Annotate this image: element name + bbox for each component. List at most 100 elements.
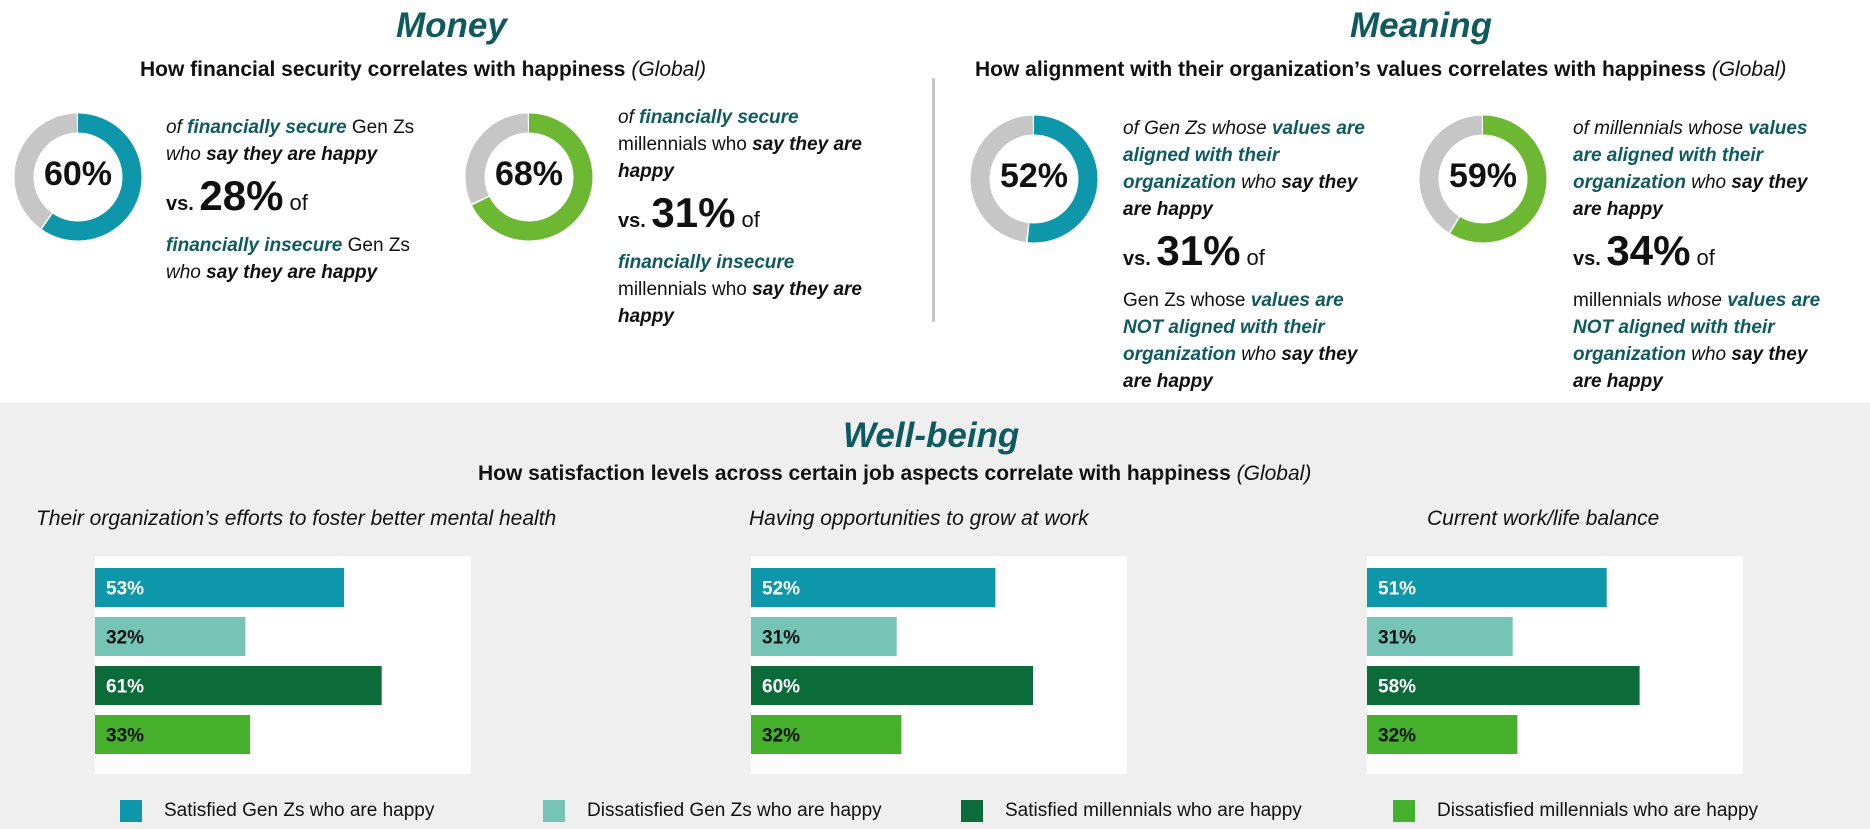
text-span: values are xyxy=(1250,290,1344,311)
money-mill-donut xyxy=(465,113,593,241)
bar-value-label: 61% xyxy=(106,677,144,698)
meaning-mill-vs: vs. 34% of xyxy=(1573,229,1863,281)
money-genz-donut-label: 60% xyxy=(43,155,113,193)
bar-value-label: 32% xyxy=(1378,726,1416,747)
chart-title-work-life: Current work/life balance xyxy=(1427,507,1660,530)
text-span: of xyxy=(166,117,188,138)
vs-of: of xyxy=(1240,245,1265,270)
bar-value-label: 31% xyxy=(1378,628,1416,649)
text-span: who xyxy=(1685,172,1732,193)
donut-slice-rest xyxy=(1419,115,1547,243)
text-span: Gen Zs xyxy=(346,117,415,138)
text-span: NOT aligned with their xyxy=(1573,317,1775,338)
vs-pct: 31% xyxy=(1156,227,1241,274)
meaning-genz-donut xyxy=(970,115,1098,243)
text-span: happy xyxy=(618,306,674,327)
bar xyxy=(95,666,382,705)
text-span: say they are happy xyxy=(206,144,378,165)
text-span: whose xyxy=(1666,290,1728,311)
legend-label: Dissatisfied millennials who are happy xyxy=(1437,800,1759,821)
meaning-genz-donut-label: 52% xyxy=(999,157,1069,195)
vs-of: of xyxy=(735,207,760,232)
text-span: millennials who xyxy=(618,279,753,300)
meaning-genz-text: of Gen Zs whose values are aligned with … xyxy=(1123,115,1393,395)
vs-label: vs. xyxy=(1123,248,1157,270)
chart-title-grow: Having opportunities to grow at work xyxy=(749,507,1089,530)
text-span: NOT aligned with their xyxy=(1123,317,1325,338)
wellbeing-title: Well-being xyxy=(843,416,1020,455)
vs-label: vs. xyxy=(166,193,200,215)
text-span: financially insecure xyxy=(618,252,795,273)
meaning-subtitle-text: How alignment with their organization’s … xyxy=(975,58,1706,81)
meaning-mill-donut-label: 59% xyxy=(1448,157,1518,195)
bar xyxy=(1367,568,1607,607)
text-span: say they xyxy=(1731,344,1808,365)
vs-pct: 31% xyxy=(651,189,736,236)
vs-pct: 34% xyxy=(1606,227,1691,274)
text-span: say they are xyxy=(752,134,862,155)
text-span: are happy xyxy=(1573,371,1663,392)
vs-of: of xyxy=(283,190,308,215)
money-subtitle-text: How financial security correlates with h… xyxy=(140,58,626,81)
bar xyxy=(95,568,345,607)
text-span: values are xyxy=(1727,290,1821,311)
wellbeing-subtitle-text: How satisfaction levels across certain j… xyxy=(478,462,1231,485)
legend-item: Satisfied Gen Zs who are happy xyxy=(120,800,434,822)
wellbeing-subtitle-suffix: (Global) xyxy=(1236,462,1312,485)
bar-value-label: 58% xyxy=(1378,677,1416,698)
text-span: values are xyxy=(1271,118,1365,139)
text-span: who xyxy=(1235,344,1282,365)
money-mill-donut-label: 68% xyxy=(494,155,564,193)
text-span: who xyxy=(1235,172,1282,193)
text-span: who xyxy=(166,144,207,165)
text-span: financially secure xyxy=(639,107,799,128)
bar xyxy=(1367,617,1513,656)
text-span: are happy xyxy=(1573,199,1663,220)
meaning-genz-vs: vs. 31% of xyxy=(1123,229,1393,281)
meaning-subtitle-suffix: (Global) xyxy=(1711,58,1787,81)
text-span: financially secure xyxy=(187,117,347,138)
bar-value-label: 32% xyxy=(106,628,144,649)
text-span: say they xyxy=(1731,172,1808,193)
bar xyxy=(751,568,996,607)
bar-value-label: 33% xyxy=(106,726,144,747)
vs-label: vs. xyxy=(618,210,652,232)
text-span: who xyxy=(1685,344,1732,365)
text-span: organization xyxy=(1573,172,1686,193)
donut-slice-rest xyxy=(970,115,1098,243)
legend-item: Dissatisfied Gen Zs who are happy xyxy=(543,800,882,822)
bar xyxy=(1367,715,1518,754)
legend-label: Satisfied millennials who are happy xyxy=(1005,800,1302,821)
donut-slice-happy xyxy=(970,115,1098,243)
bar-value-label: 32% xyxy=(762,726,800,747)
money-title: Money xyxy=(396,6,507,45)
meaning-mill-text: of millennials whose values are aligned … xyxy=(1573,115,1863,395)
donut-slice-rest xyxy=(14,113,142,241)
legend-label: Satisfied Gen Zs who are happy xyxy=(164,800,435,821)
bar-value-label: 53% xyxy=(106,579,144,600)
text-span: are happy xyxy=(1123,199,1213,220)
bar xyxy=(751,617,897,656)
text-span: financially insecure xyxy=(166,235,343,256)
bar-value-label: 52% xyxy=(762,579,800,600)
text-span: say they are xyxy=(752,279,862,300)
text-span: aligned with their xyxy=(1123,145,1280,166)
donut-slice-happy xyxy=(1419,115,1547,243)
bar xyxy=(751,715,902,754)
bar-value-label: 60% xyxy=(762,677,800,698)
text-span: Gen Zs whose xyxy=(1123,290,1251,311)
bar xyxy=(1367,666,1640,705)
wellbeing-subtitle: How satisfaction levels across certain j… xyxy=(478,462,1311,486)
text-span: organization xyxy=(1123,172,1236,193)
text-span: are aligned with their xyxy=(1573,145,1764,166)
text-span: of Gen Zs whose xyxy=(1123,118,1272,139)
text-span: millennials xyxy=(1573,290,1667,311)
bar xyxy=(751,666,1033,705)
vs-pct: 28% xyxy=(199,172,284,219)
money-subtitle-suffix: (Global) xyxy=(631,58,707,81)
money-genz-text: of financially secure Gen Zs who say the… xyxy=(166,114,436,286)
money-mill-vs: vs. 31% of xyxy=(618,191,898,243)
text-span: say they xyxy=(1281,172,1358,193)
bar-chart-work-life: 51% 31% 58% 32% xyxy=(1367,556,1743,774)
money-subtitle: How financial security correlates with h… xyxy=(140,58,706,82)
